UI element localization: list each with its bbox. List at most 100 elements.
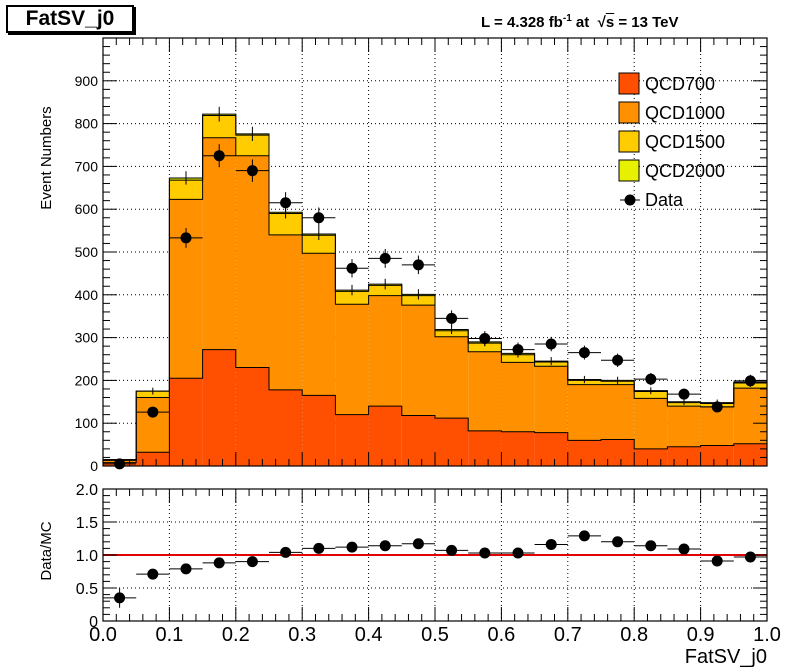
ratio-point: [147, 568, 159, 580]
hist-bar-qcd1000: [601, 384, 635, 440]
lumi-suffix: = 13 TeV: [614, 14, 679, 31]
legend-swatch-qcd1500: [618, 130, 640, 153]
hist-bar-qcd700: [368, 406, 402, 466]
ratio-y-axis-label: Data/MC: [38, 521, 55, 580]
ratio-point: [512, 547, 524, 559]
hist-bar-qcd1000: [136, 397, 170, 453]
data-point: [578, 347, 590, 359]
hist-bar-qcd1000: [368, 295, 402, 407]
ratio-y-tick-label: 0: [89, 614, 98, 631]
x-tick-label: 0.0: [89, 624, 117, 646]
legend-marker-data: [624, 194, 636, 206]
hist-bar-qcd1000: [700, 406, 734, 446]
hist-bar-qcd1000: [634, 398, 668, 449]
ratio-point: [346, 541, 358, 553]
x-tick-label: 0.3: [288, 624, 316, 646]
hist-bar-qcd700: [733, 443, 767, 466]
data-point: [313, 212, 325, 224]
lumi-prefix: L = 4.328 fb: [481, 14, 563, 31]
hist-bar-qcd700: [401, 415, 435, 466]
data-point: [545, 338, 557, 350]
stack-outline: [102, 349, 768, 466]
data-point: [744, 375, 756, 387]
legend-swatch-qcd1000: [618, 101, 640, 124]
y-tick-label: 700: [75, 158, 99, 174]
hist-bar-qcd700: [136, 452, 170, 466]
hist-bar-qcd1500: [501, 354, 535, 363]
ratio-point: [246, 556, 258, 568]
hist-bar-qcd1000: [534, 366, 568, 433]
ratio-point: [379, 540, 391, 552]
hist-bar-qcd700: [435, 418, 469, 466]
data-point: [412, 259, 424, 271]
x-tick-label: 0.7: [554, 624, 582, 646]
hist-bar-qcd1500: [335, 291, 369, 305]
hist-bar-qcd1500: [235, 135, 269, 156]
data-point: [446, 312, 458, 324]
ratio-point: [578, 530, 590, 542]
luminosity-label: L = 4.328 fb-1 at √s = 13 TeV: [481, 13, 679, 31]
ratio-point: [678, 543, 690, 555]
hist-bar-qcd1500: [269, 213, 303, 235]
hist-bar-qcd700: [202, 349, 236, 466]
hist-bar-qcd1000: [667, 406, 701, 447]
lumi-middle: at: [571, 14, 598, 31]
y-tick-label: 0: [90, 458, 98, 474]
ratio-point: [412, 538, 424, 550]
hist-bar-qcd1000: [202, 137, 236, 350]
hist-bar-qcd700: [235, 367, 269, 466]
data-point: [711, 401, 723, 413]
y-tick-label: 200: [75, 372, 99, 388]
x-tick-label: 0.6: [487, 624, 515, 646]
x-tick-label: 0.5: [421, 624, 449, 646]
ratio-y-tick-label: 0.5: [76, 581, 98, 598]
ratio-point: [744, 551, 756, 563]
ratio-point: [645, 540, 657, 552]
ratio-point: [711, 555, 723, 567]
lumi-exponent: -1: [562, 13, 572, 24]
ratio-y-tick-label: 1.5: [76, 515, 98, 532]
hist-bar-qcd1500: [169, 180, 203, 200]
legend-swatch-qcd700: [618, 72, 640, 95]
data-point: [379, 252, 391, 264]
ratio-point: [180, 563, 192, 575]
stack-outline: [102, 113, 768, 466]
hist-bar-qcd700: [667, 446, 701, 466]
data-point: [512, 344, 524, 356]
hist-bar-qcd700: [567, 440, 601, 466]
legend-label-qcd2000: QCD2000: [645, 161, 725, 181]
hist-bar-qcd700: [634, 448, 668, 466]
x-tick-label: 1.0: [753, 624, 781, 646]
hist-bar-qcd700: [269, 389, 303, 466]
hist-bar-qcd1000: [169, 199, 203, 379]
hist-bar-qcd1000: [468, 351, 502, 431]
hist-bar-qcd1000: [302, 253, 336, 396]
data-point: [479, 332, 491, 344]
ratio-point: [446, 544, 458, 556]
histogram-title: FatSV_j0: [6, 5, 134, 33]
hist-bar-qcd1000: [269, 234, 303, 390]
data-point: [645, 373, 657, 385]
hist-bar-qcd1000: [567, 384, 601, 441]
hist-bar-qcd700: [700, 445, 734, 466]
hist-bar-qcd700: [169, 378, 203, 466]
x-tick-label: 0.1: [155, 624, 183, 646]
lumi-s: s: [605, 14, 615, 31]
data-point: [246, 165, 258, 177]
hist-bar-qcd1000: [235, 155, 269, 368]
hist-bar-qcd1000: [733, 388, 767, 444]
legend-label-qcd1500: QCD1500: [645, 132, 725, 152]
data-point: [346, 262, 358, 274]
ratio-point: [545, 538, 557, 550]
y-tick-label: 500: [75, 244, 99, 260]
hist-bar-qcd700: [468, 430, 502, 466]
ratio-point: [313, 542, 325, 554]
ratio-y-tick-label: 1.0: [76, 548, 98, 565]
y-tick-label: 600: [75, 201, 99, 217]
hist-bar-qcd1500: [468, 343, 502, 352]
data-point: [678, 388, 690, 400]
x-tick-label: 0.4: [355, 624, 383, 646]
y-tick-label: 900: [75, 73, 99, 89]
hist-bar-qcd1500: [302, 235, 336, 254]
